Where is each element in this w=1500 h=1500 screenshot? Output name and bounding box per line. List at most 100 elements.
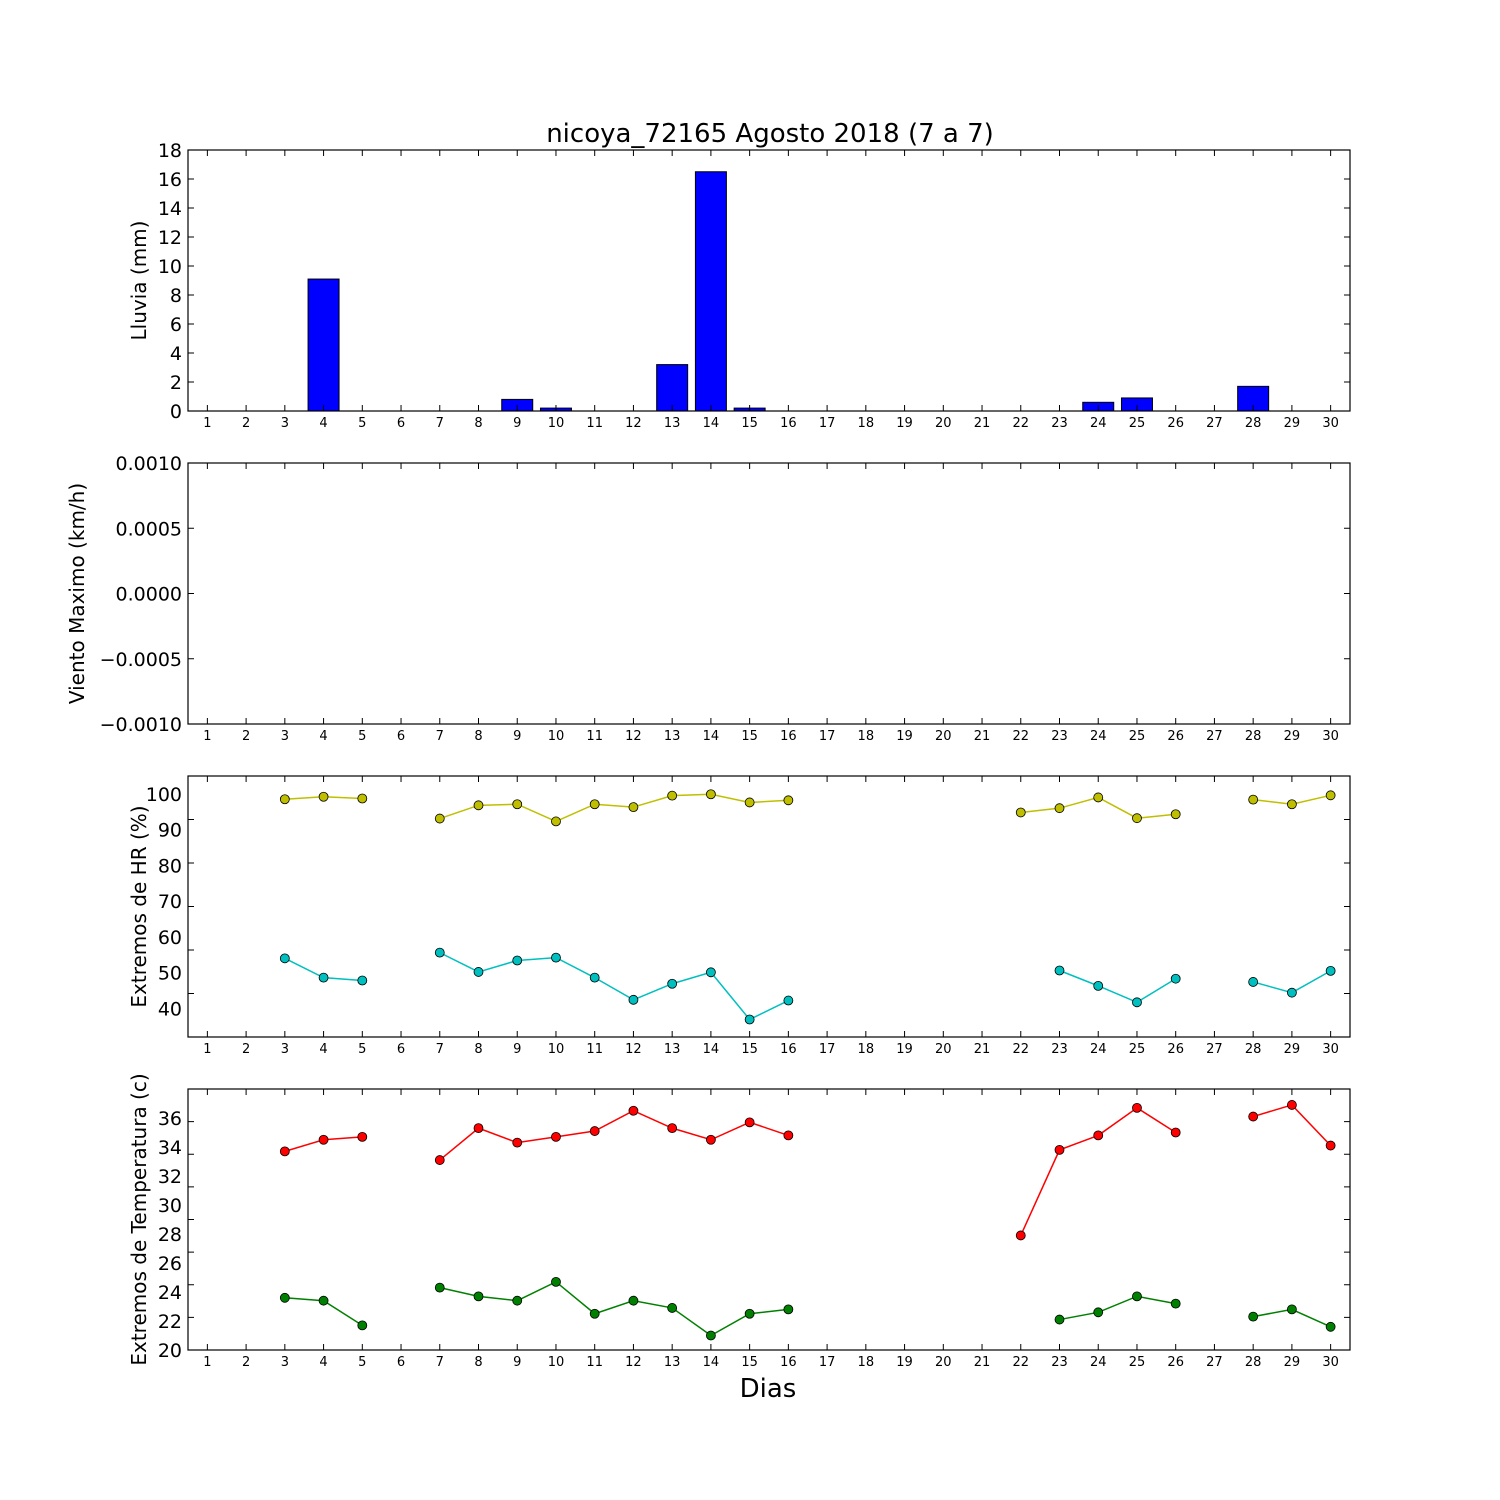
x-tick-label: 28 [1245,416,1262,431]
x-tick-label: 9 [513,1042,521,1057]
series-2-point-day-5 [357,975,368,986]
series-1-line-2 [439,793,789,823]
x-tick-label: 29 [1284,1355,1301,1370]
series-2-point-day-25 [1132,1291,1142,1302]
x-tick-label: 17 [819,1042,836,1057]
x-tick-label: 26 [1167,1355,1184,1370]
x-tick-label: 9 [513,729,521,744]
x-tick-label: 18 [858,1355,875,1370]
x-tick-label: 22 [1012,1042,1029,1057]
y-tick-label: 32 [158,1166,182,1188]
series-1-point-day-11 [589,799,600,810]
bar-day-13 [656,364,689,412]
series-1-point-day-5 [357,1131,368,1142]
y-tick-label: 6 [170,314,182,336]
x-tick-label: 19 [896,1042,913,1057]
x-tick-label: 7 [436,729,444,744]
x-tick-label: 24 [1090,729,1107,744]
series-2-point-day-8 [473,967,484,977]
x-tick-label: 21 [974,1042,991,1057]
x-tick-label: 6 [397,416,405,431]
x-tick-label: 23 [1051,729,1068,744]
x-tick-label: 23 [1051,1355,1068,1370]
series-2-point-day-28 [1248,977,1259,987]
series-1-point-day-26 [1170,809,1181,820]
series-2-point-day-29 [1287,987,1297,998]
y-tick-label: 50 [158,963,182,985]
series-1-point-day-26 [1170,1127,1181,1138]
series-2-point-day-30 [1325,965,1336,976]
x-tick-label: 10 [548,1042,565,1057]
series-1 [279,789,1336,827]
x-tick-label: 8 [474,729,482,744]
x-tick-label: 5 [358,1042,366,1057]
x-tick-label: 25 [1129,1355,1146,1370]
y-tick-label: 34 [158,1137,182,1159]
x-tick-label: 16 [780,416,797,431]
series-2-point-day-4 [318,1295,329,1306]
x-tick-label: 25 [1129,416,1146,431]
x-tick-label: 5 [358,1355,366,1370]
chart-panels: 1 2 3 4 5 6 7 8 9 10 11 12 13 14 15 16 17 18 19 20 21 22 23 24 2… [65,140,1351,1370]
x-tick-label: 2 [242,416,250,431]
x-tick-label: 3 [281,729,289,744]
series-1-point-day-25 [1132,1102,1142,1113]
x-tick-label: 25 [1129,1042,1146,1057]
series-2-point-day-13 [667,1303,678,1313]
x-tick-label: 13 [664,729,681,744]
y-axis-label: Viento Maximo (km/h) [65,483,89,704]
x-tick-label: 16 [780,1042,797,1057]
x-tick-label: 1 [203,1355,211,1370]
x-tick-label: 29 [1284,729,1301,744]
x-tick-label: 18 [858,729,875,744]
x-tick-label: 6 [397,729,405,744]
x-tick-label: 16 [780,1355,797,1370]
series-1-point-day-10 [551,1131,561,1142]
series-2 [279,947,1336,1025]
series-1-point-day-15 [744,797,755,808]
x-tick-label: 13 [664,1355,681,1370]
y-tick-label: 24 [158,1282,182,1304]
x-tick-label: 15 [741,1355,758,1370]
series-1-point-day-22 [1015,1230,1026,1241]
panel-3: 1 2 3 4 5 6 7 8 9 10 11 12 13 14 15 16 17 18 19 20 21 22 23 24 2… [127,775,1351,1057]
series-1-point-day-14 [706,1134,716,1145]
y-tick-label: 90 [158,820,182,842]
x-tick-label: 15 [741,1042,758,1057]
series-1-point-day-23 [1054,1145,1065,1155]
x-tick-label: 13 [664,1042,681,1057]
series-1-point-day-24 [1093,792,1104,803]
y-axis-label: Lluvia (mm) [127,221,151,341]
y-tick-label: 8 [170,285,182,307]
x-axis-label: Dias [740,1374,797,1404]
x-tick-label: 18 [858,1042,875,1057]
x-tick-label: 27 [1206,1355,1223,1370]
y-axis-label: Extremos de HR (%) [127,805,151,1007]
series-2-point-day-26 [1170,973,1181,984]
figure-title: nicoya_72165 Agosto 2018 (7 a 7) [546,119,994,149]
x-tick-label: 5 [358,416,366,431]
series-2-line-3 [1059,969,1177,1004]
series-2-point-day-14 [706,967,716,978]
series-1-point-day-29 [1287,799,1297,810]
y-tick-label: 36 [158,1108,182,1130]
x-tick-label: 24 [1090,1355,1107,1370]
x-tick-label: 12 [625,1042,642,1057]
series-1-point-day-11 [589,1126,600,1136]
x-tick-label: 20 [935,416,952,431]
x-tick-label: 8 [474,1355,482,1370]
series-1-point-day-23 [1054,803,1065,814]
x-tick-label: 30 [1322,1355,1339,1370]
x-tick-label: 8 [474,416,482,431]
series-2-point-day-11 [589,972,600,983]
x-tick-label: 28 [1245,1355,1262,1370]
x-tick-label: 9 [513,416,521,431]
y-tick-label: 70 [158,891,182,913]
series-1-point-day-8 [473,800,484,811]
series-2-point-day-14 [706,1330,716,1341]
x-tick-label: 12 [625,729,642,744]
series-2-point-day-25 [1132,997,1142,1008]
y-tick-label: 0 [170,401,182,423]
series-1 [279,1100,1336,1241]
series-1-point-day-4 [318,1134,329,1145]
